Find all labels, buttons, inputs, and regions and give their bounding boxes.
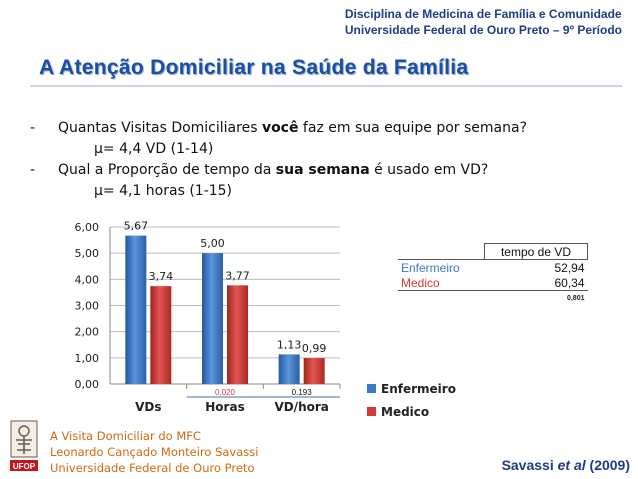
question-text: Qual a Proporção de tempo da [58, 162, 276, 178]
legend-swatch-enfermeiro [367, 384, 376, 393]
footer-line-2: Leonardo Cançado Monteiro Savassi [50, 445, 259, 459]
time-table: tempo de VD Enfermeiro 52,94 Medico 60,3… [398, 243, 589, 307]
legend-label-medico: Medico [381, 405, 429, 419]
bar-medico-horas [227, 285, 248, 384]
time-table-label-enfermeiro: Enfermeiro [398, 259, 485, 275]
y-tick-label: 0,00 [75, 378, 100, 391]
slide-body: - Quantas Visitas Domiciliares você faz … [30, 118, 527, 202]
y-tick-label: 6,00 [75, 221, 100, 234]
data-label: 5,00 [200, 237, 225, 250]
institution-header: Disciplina de Medicina de Família e Comu… [345, 6, 622, 38]
bar-medico-vds [150, 286, 172, 384]
time-table-pvalue: 0,801 [484, 290, 588, 306]
citation-author: Savassi [501, 457, 558, 473]
x-tick-label: VDs [135, 400, 161, 414]
university-seal-icon: UFOP [10, 420, 38, 471]
footer-line-3: Universidade Federal de Ouro Preto [50, 461, 255, 475]
bar-enfermeiro-vds [125, 235, 147, 384]
question-emphasis: você [261, 120, 299, 136]
time-table-label-medico: Medico [398, 275, 485, 291]
bar-enfermeiro-horas [202, 253, 223, 384]
logo-text: UFOP [13, 462, 36, 471]
answer-1: µ= 4,4 VD (1-14) [94, 141, 214, 157]
time-table-value-medico: 60,34 [484, 275, 588, 291]
x-tick-label: Horas [205, 400, 244, 414]
citation: Savassi et al (2009) [502, 457, 630, 473]
y-tick-label: 1,00 [75, 352, 100, 365]
x-tick-label: VD/hora [274, 400, 328, 414]
data-label: 1,13 [277, 338, 302, 351]
question-text-end: é usado em VD? [369, 162, 489, 178]
data-label: 3,77 [225, 269, 250, 282]
bar-enfermeiro-vd-hora [278, 354, 300, 384]
question-text: Quantas Visitas Domiciliares [58, 120, 262, 136]
citation-etal: et al [557, 457, 586, 473]
y-tick-label: 4,00 [75, 273, 100, 286]
y-tick-label: 3,00 [75, 300, 100, 313]
y-tick-label: 2,00 [75, 326, 100, 339]
bar-medico-vd-hora [303, 358, 325, 384]
time-table-value-enfermeiro: 52,94 [484, 259, 588, 275]
bullet-question-2: - Qual a Proporção de tempo da sua seman… [30, 160, 527, 181]
data-label: 5,67 [124, 220, 149, 233]
bullet-question-1: - Quantas Visitas Domiciliares você faz … [30, 118, 527, 139]
time-table-corner [398, 244, 484, 260]
y-tick-label: 5,00 [75, 247, 100, 260]
footer-line-1: A Visita Domiciliar do MFC [50, 429, 201, 443]
legend-swatch-medico [367, 407, 376, 416]
data-label: 0,99 [302, 342, 327, 355]
time-table-pvalue-spacer [398, 291, 484, 307]
data-label: 3,74 [149, 270, 174, 283]
question-text-end: faz em sua equipe por semana? [298, 120, 528, 136]
bullet-dash: - [30, 120, 36, 136]
title-underline [30, 85, 622, 87]
question-emphasis: sua semana [275, 162, 370, 178]
bullet-dash: - [30, 162, 36, 178]
citation-year: (2009) [585, 457, 630, 473]
p-value-label: 0,020 [215, 388, 236, 397]
footer: A Visita Domiciliar do MFC Leonardo Canç… [50, 428, 258, 476]
legend-label-enfermeiro: Enfermeiro [381, 382, 456, 396]
p-value-label: 0.193 [292, 388, 313, 397]
slide-title: A Atenção Domiciliar na Saúde da Família [39, 56, 469, 79]
time-table-header: tempo de VD [483, 243, 589, 260]
answer-2: µ= 4,1 horas (1-15) [94, 183, 233, 199]
institution-line-2: Universidade Federal de Ouro Preto – 9º … [344, 23, 622, 37]
institution-line-1: Disciplina de Medicina de Família e Comu… [344, 7, 622, 21]
